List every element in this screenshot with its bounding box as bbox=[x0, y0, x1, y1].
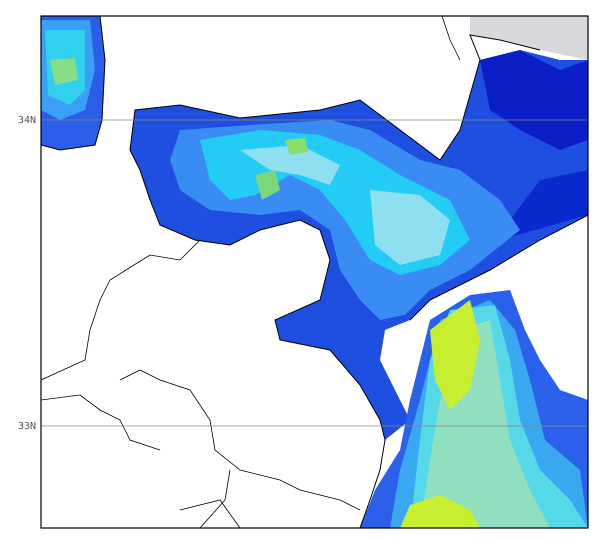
sea-deep bbox=[480, 50, 588, 150]
sea-deep bbox=[500, 170, 588, 240]
sea-pale bbox=[240, 145, 340, 185]
lat-label: 33N bbox=[18, 421, 36, 432]
border bbox=[41, 394, 161, 451]
sea-pale bbox=[370, 190, 450, 265]
coastline bbox=[409, 214, 588, 321]
coastlines bbox=[41, 16, 588, 528]
land-grey bbox=[470, 16, 588, 60]
border bbox=[199, 469, 231, 528]
lat-label: 34N bbox=[18, 115, 36, 126]
sea-green bbox=[285, 138, 308, 155]
coastline bbox=[41, 16, 106, 151]
border bbox=[441, 16, 461, 61]
sea-field bbox=[41, 16, 588, 528]
border bbox=[119, 369, 361, 511]
border bbox=[41, 239, 201, 381]
sea-yellow bbox=[430, 300, 480, 410]
map-frame bbox=[40, 15, 589, 529]
border bbox=[179, 499, 241, 528]
coastline bbox=[129, 34, 541, 161]
sea-green bbox=[255, 170, 280, 200]
coastline bbox=[129, 149, 386, 528]
sea-yellow bbox=[400, 495, 480, 528]
sea-green bbox=[50, 58, 78, 85]
